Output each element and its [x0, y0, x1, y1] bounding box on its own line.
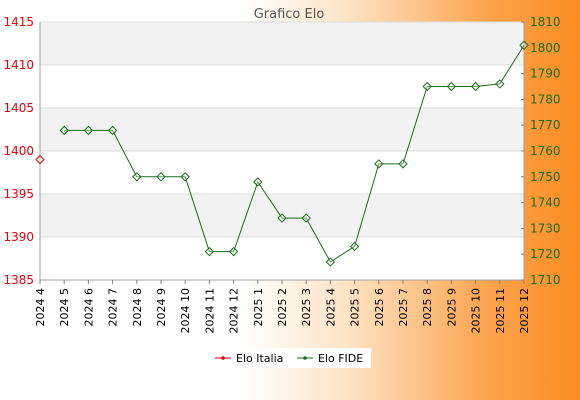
data-point	[204, 246, 215, 257]
data-point	[349, 241, 360, 252]
x-tick-label: 2024 10	[179, 288, 192, 334]
data-point	[422, 81, 432, 92]
y-right-tick-label: 1710	[530, 273, 561, 287]
x-tick-label: 2025 11	[494, 288, 507, 334]
legend-label-elo-italia: Elo Italia	[236, 352, 283, 365]
legend-marker-elo-italia	[221, 356, 225, 360]
data-point	[277, 213, 287, 223]
x-tick-label: 2025 4	[324, 288, 337, 327]
x-tick-label: 2025 2	[276, 288, 289, 327]
y-right-tick-label: 1780	[530, 92, 561, 106]
data-point	[59, 125, 69, 136]
data-point	[495, 79, 505, 89]
data-point	[107, 125, 118, 136]
data-point	[325, 257, 336, 267]
y-left-tick-label: 1405	[3, 101, 34, 115]
x-tick-label: 2024 6	[82, 288, 95, 327]
grid-band	[40, 108, 524, 151]
data-point	[35, 154, 45, 165]
x-tick-label: 2024 4	[34, 288, 47, 327]
x-tick-label: 2025 1	[252, 288, 265, 327]
y-right-tick-label: 1770	[530, 118, 561, 132]
x-tick-label: 2024 12	[228, 288, 241, 334]
data-point	[156, 172, 166, 182]
data-point	[228, 246, 239, 257]
y-right-tick-label: 1790	[530, 67, 561, 81]
x-tick-label: 2025 10	[470, 288, 483, 334]
x-tick-label: 2024 5	[58, 288, 71, 327]
x-tick-label: 2025 5	[349, 288, 362, 327]
grid-band	[40, 22, 524, 65]
y-left-tick-label: 1415	[3, 15, 34, 29]
grid-band	[40, 194, 524, 237]
x-tick-label: 2025 3	[300, 288, 313, 327]
legend-label-elo-fide: Elo FIDE	[318, 352, 363, 365]
legend: Elo Italia Elo FIDE	[211, 348, 371, 368]
y-right-tick-label: 1750	[530, 170, 561, 184]
data-point	[446, 81, 457, 92]
y-left-tick-label: 1385	[3, 273, 34, 287]
y-left-tick-label: 1395	[3, 187, 34, 201]
data-point	[180, 172, 190, 182]
y-right-tick-label: 1720	[530, 247, 561, 261]
y-left-tick-label: 1410	[3, 58, 34, 72]
y-right-tick-label: 1810	[530, 15, 561, 29]
data-point	[398, 159, 408, 169]
x-tick-label: 2024 11	[203, 288, 216, 334]
data-point	[519, 40, 529, 50]
x-tick-label: 2024 9	[155, 288, 168, 327]
y-right-tick-label: 1800	[530, 41, 561, 55]
data-point	[253, 177, 263, 187]
data-point	[132, 172, 142, 182]
y-left-tick-label: 1400	[3, 144, 34, 158]
data-point	[301, 213, 311, 223]
x-tick-label: 2024 8	[131, 288, 144, 327]
y-right-tick-label: 1740	[530, 196, 561, 210]
data-point	[83, 125, 94, 136]
y-right-tick-label: 1730	[530, 221, 561, 235]
data-point	[470, 81, 481, 92]
x-tick-label: 2024 7	[107, 288, 120, 327]
legend-marker-elo-fide	[303, 356, 307, 360]
x-tick-label: 2025 12	[518, 288, 531, 334]
x-tick-label: 2025 8	[421, 288, 434, 327]
x-tick-label: 2025 6	[373, 288, 386, 327]
x-tick-label: 2025 7	[397, 288, 410, 327]
y-right-tick-label: 1760	[530, 144, 561, 158]
y-left-tick-label: 1390	[3, 230, 34, 244]
data-point	[374, 159, 384, 169]
x-tick-label: 2025 9	[445, 288, 458, 327]
legend-box	[211, 348, 371, 368]
chart-title: Grafico Elo	[254, 7, 325, 22]
